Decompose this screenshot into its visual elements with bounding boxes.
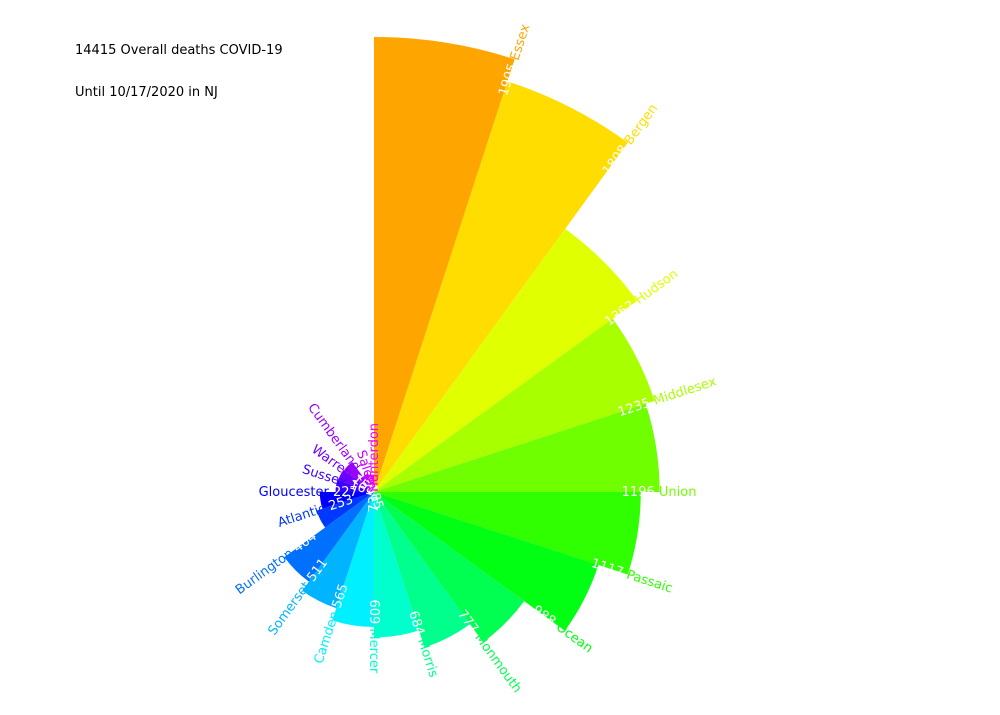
value-label: 684 bbox=[406, 609, 428, 637]
label-hunterdon: 73 Hunterdon bbox=[367, 423, 382, 513]
bar-burlington bbox=[284, 492, 374, 582]
value-label: 1196 bbox=[622, 485, 655, 500]
bar-ocean bbox=[374, 492, 599, 631]
bar-gloucester bbox=[319, 492, 374, 509]
bar-sussex bbox=[335, 480, 374, 492]
bar-union bbox=[374, 403, 660, 492]
category-label: Atlantic bbox=[276, 499, 332, 530]
category-label: Burlington bbox=[233, 543, 300, 597]
bars-group bbox=[284, 37, 660, 648]
date-range-note: Until 10/17/2020 in NJ bbox=[75, 85, 218, 100]
category-label: Camden bbox=[311, 605, 343, 665]
value-label: 565 bbox=[329, 582, 351, 610]
bar-cumberland bbox=[344, 462, 374, 492]
bar-hunterdon bbox=[368, 474, 374, 492]
bar-salem bbox=[362, 472, 374, 492]
category-label: Hunterdon bbox=[367, 423, 382, 496]
value-label: 85 bbox=[367, 491, 386, 511]
category-label: Mercer bbox=[367, 624, 382, 674]
bar-essex bbox=[374, 37, 515, 492]
bar-warren bbox=[338, 469, 374, 492]
value-label: 227 bbox=[333, 485, 358, 500]
category-label: Ocean bbox=[550, 617, 596, 656]
bar-passaic bbox=[374, 492, 641, 575]
category-label: Monmouth bbox=[469, 627, 524, 695]
bar-atlantic bbox=[316, 492, 374, 528]
bar-camden bbox=[332, 492, 374, 627]
value-label: 161 bbox=[348, 477, 376, 499]
category-label: Bergen bbox=[619, 101, 661, 151]
label-union: 1196 Union bbox=[622, 485, 697, 500]
value-label: 609 bbox=[367, 599, 382, 624]
value-label: 73 bbox=[367, 496, 382, 513]
bar-bergen bbox=[374, 81, 628, 493]
category-label: Gloucester bbox=[259, 485, 333, 500]
bar-monmouth bbox=[374, 492, 525, 643]
label-mercer: 609 Mercer bbox=[367, 599, 382, 673]
category-label: Passaic bbox=[621, 566, 675, 596]
bar-somerset bbox=[302, 492, 374, 609]
bar-morris bbox=[374, 492, 471, 648]
category-label: Union bbox=[655, 485, 697, 500]
bar-hudson bbox=[374, 228, 638, 492]
total-deaths-note: 14415 Overall deaths COVID-19 bbox=[75, 43, 283, 58]
bar-middlesex bbox=[374, 318, 655, 492]
label-passaic: 1117 Passaic bbox=[589, 556, 674, 596]
category-label: Essex bbox=[506, 22, 533, 66]
bar-mercer bbox=[374, 492, 419, 638]
value-label: 253 bbox=[327, 492, 355, 514]
category-label: Hudson bbox=[629, 266, 681, 310]
category-label: Middlesex bbox=[648, 374, 719, 410]
category-label: Somerset bbox=[265, 576, 316, 638]
label-gloucester: Gloucester 227 bbox=[259, 485, 358, 500]
